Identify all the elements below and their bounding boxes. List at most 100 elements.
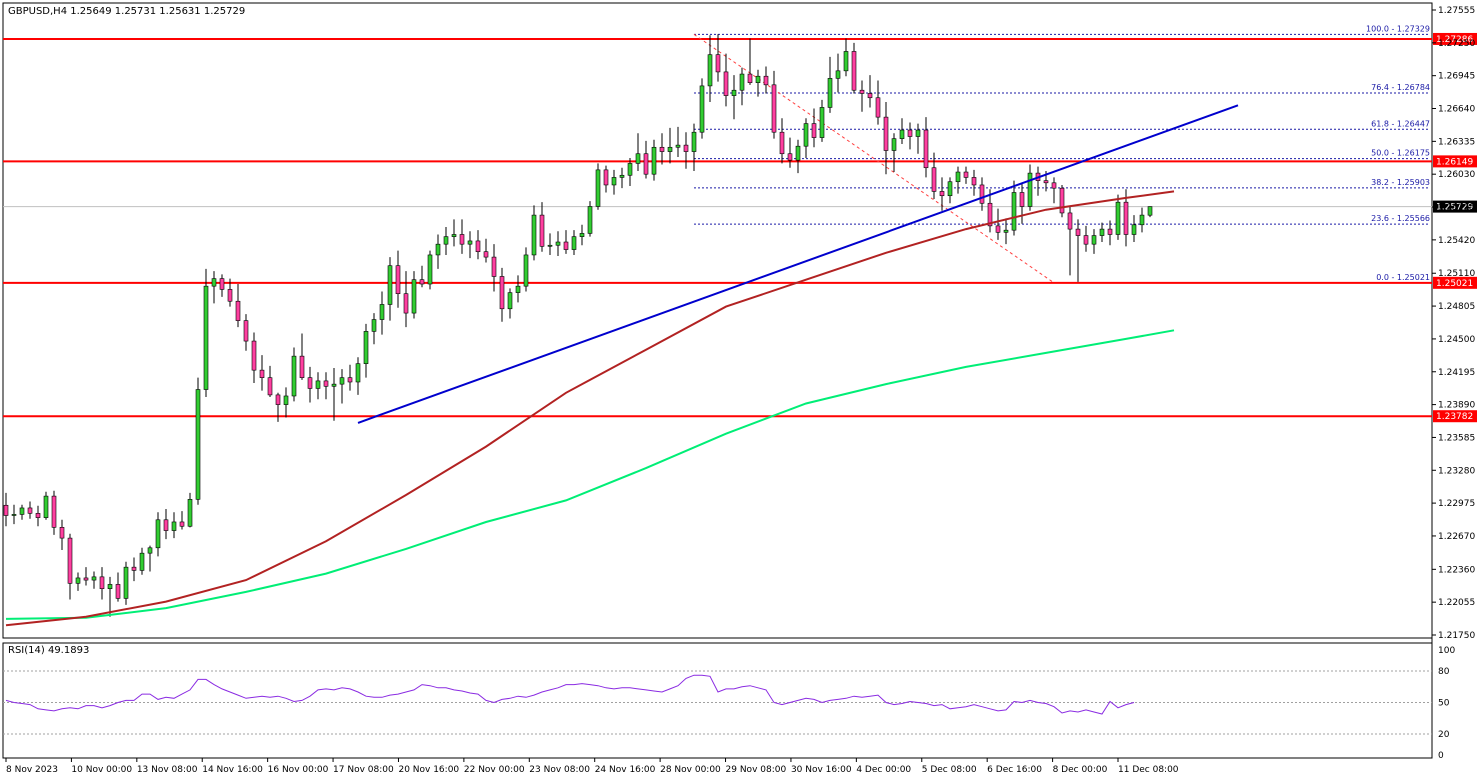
candle-body [995, 225, 1001, 233]
candle-body [595, 169, 601, 207]
y-tick-label: 1.23280 [1438, 466, 1475, 476]
candle-body [115, 584, 121, 599]
candle-body [675, 144, 681, 148]
y-tick-label: 1.26335 [1438, 137, 1475, 147]
candle-body [11, 514, 17, 516]
candle-body [323, 380, 329, 387]
candle-body [1043, 180, 1049, 184]
candle-body [67, 537, 73, 584]
candle-body [131, 566, 137, 571]
chart-title: GBPUSD,H4 1.25649 1.25731 1.25631 1.2572… [8, 6, 245, 17]
candle-body [835, 70, 841, 79]
candle-body [571, 236, 577, 250]
candle-body [987, 202, 993, 227]
x-tick-label: 22 Nov 00:00 [464, 765, 525, 775]
x-tick-label: 16 Nov 00:00 [268, 765, 329, 775]
rsi-label: RSI(14) 49.1893 [8, 645, 89, 656]
fib-level-label: 0.0 - 1.25021 [1376, 273, 1430, 282]
candle-body [659, 146, 665, 152]
candle-body [1131, 224, 1137, 235]
x-tick-label: 30 Nov 16:00 [791, 765, 852, 775]
fib-level-label: 76.4 - 1.26784 [1371, 83, 1430, 92]
x-tick-label: 5 Dec 08:00 [922, 765, 977, 775]
fib-level-label: 61.8 - 1.26447 [1371, 119, 1430, 128]
candle-body [979, 184, 985, 204]
candle-body [331, 383, 337, 387]
candle-body [451, 234, 457, 237]
candle-body [787, 153, 793, 161]
candle-body [243, 320, 249, 342]
candle-body [691, 131, 697, 152]
candle-body [83, 577, 89, 581]
candle-body [443, 236, 449, 245]
candle-body [19, 507, 25, 515]
moving-average-slow-line [5, 329, 1175, 620]
candle-body [1067, 212, 1073, 230]
candle-body [419, 279, 425, 285]
y-tick-label: 1.27250 [1438, 39, 1475, 49]
horizontal-level-tag [1433, 155, 1477, 168]
candle-body [851, 51, 857, 91]
candle-body [635, 153, 641, 164]
candle-body [3, 504, 9, 516]
horizontal-level-label: 1.23782 [1436, 412, 1473, 422]
candle-body [539, 214, 545, 247]
candle-body [491, 256, 497, 277]
candle-body [187, 499, 193, 527]
y-tick-label: 1.22360 [1438, 565, 1475, 575]
candle-body [1147, 206, 1153, 216]
candle-body [731, 89, 737, 96]
candle-body [515, 285, 521, 293]
candle-body [211, 278, 217, 287]
candle-body [275, 394, 281, 405]
horizontal-level-tag [1433, 410, 1477, 423]
fib-level-label: 50.0 - 1.26175 [1371, 149, 1430, 158]
candle-body [587, 206, 593, 234]
candle-body [955, 171, 961, 183]
x-tick-label: 24 Nov 16:00 [595, 765, 656, 775]
y-tick-label: 1.26945 [1438, 72, 1475, 82]
candle-body [763, 75, 769, 86]
candle-body [1019, 192, 1025, 207]
candle-body [147, 547, 153, 554]
candle-body [795, 145, 801, 161]
candle-body [59, 527, 65, 539]
candle-body [307, 377, 313, 389]
candle-body [723, 71, 729, 96]
candle-body [707, 54, 713, 87]
candle-body [179, 521, 185, 527]
rsi-tick-label: 100 [1438, 646, 1455, 656]
horizontal-level-tag [1433, 32, 1477, 45]
candle-body [859, 89, 865, 94]
candle-body [619, 174, 625, 178]
candle-body [483, 251, 489, 258]
x-tick-label: 14 Nov 16:00 [202, 765, 263, 775]
candle-body [43, 495, 49, 518]
y-tick-label: 1.22055 [1438, 598, 1475, 608]
candle-body [1059, 187, 1065, 214]
candle-body [51, 495, 57, 528]
candle-body [91, 576, 97, 581]
candle-body [467, 240, 473, 245]
candle-body [35, 513, 41, 518]
candle-body [75, 577, 81, 584]
candle-body [771, 84, 777, 133]
y-tick-label: 1.23890 [1438, 401, 1475, 411]
candle-body [371, 319, 377, 332]
candle-body [139, 552, 145, 571]
candle-body [315, 380, 321, 389]
candle-body [819, 107, 825, 138]
candle-body [699, 85, 705, 133]
candle-body [435, 243, 441, 256]
candle-body [1003, 229, 1009, 233]
rsi-tick-label: 0 [1438, 751, 1444, 761]
horizontal-level-label: 1.26149 [1436, 157, 1473, 167]
fib-level-label: 23.6 - 1.25566 [1371, 214, 1430, 223]
x-tick-label: 8 Dec 00:00 [1053, 765, 1108, 775]
candle-body [195, 389, 201, 500]
candle-body [291, 355, 297, 397]
horizontal-level-label: 1.25021 [1436, 279, 1473, 289]
x-tick-label: 6 Dec 16:00 [987, 765, 1042, 775]
fib-level-label: 100.0 - 1.27329 [1366, 24, 1430, 33]
candle-body [627, 163, 633, 176]
